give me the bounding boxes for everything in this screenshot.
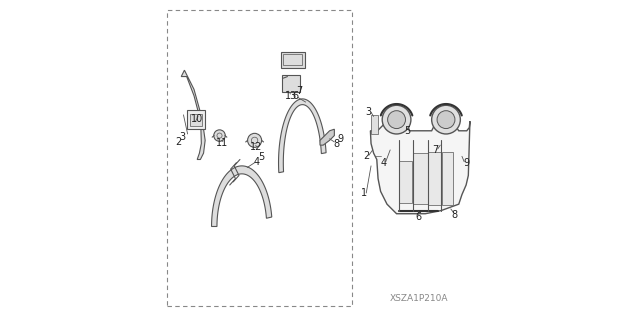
Text: 12: 12 bbox=[250, 142, 262, 152]
Text: 10: 10 bbox=[191, 114, 204, 124]
Text: 7: 7 bbox=[296, 86, 302, 96]
Text: 8: 8 bbox=[451, 210, 457, 220]
Text: 6: 6 bbox=[292, 91, 298, 101]
Text: 3: 3 bbox=[365, 107, 372, 117]
Text: 2: 2 bbox=[363, 151, 369, 161]
Polygon shape bbox=[212, 166, 272, 226]
Text: 2: 2 bbox=[175, 137, 181, 147]
Text: 3: 3 bbox=[179, 131, 185, 142]
Circle shape bbox=[382, 105, 411, 134]
FancyBboxPatch shape bbox=[442, 152, 453, 205]
Text: 1: 1 bbox=[361, 188, 367, 198]
Text: 5: 5 bbox=[258, 152, 264, 162]
FancyBboxPatch shape bbox=[428, 152, 441, 205]
Polygon shape bbox=[278, 99, 326, 173]
Text: XSZA1P210A: XSZA1P210A bbox=[390, 294, 448, 303]
Polygon shape bbox=[371, 112, 470, 214]
FancyBboxPatch shape bbox=[187, 110, 205, 129]
Polygon shape bbox=[320, 129, 334, 145]
FancyBboxPatch shape bbox=[281, 52, 305, 68]
Text: 8: 8 bbox=[333, 138, 339, 149]
Circle shape bbox=[437, 111, 455, 129]
Text: 4: 4 bbox=[381, 158, 387, 168]
Circle shape bbox=[431, 105, 460, 134]
FancyBboxPatch shape bbox=[282, 75, 300, 92]
Text: 9: 9 bbox=[337, 134, 343, 144]
Text: 11: 11 bbox=[216, 137, 228, 148]
Circle shape bbox=[248, 133, 262, 147]
Circle shape bbox=[388, 111, 406, 129]
FancyBboxPatch shape bbox=[399, 161, 412, 203]
FancyBboxPatch shape bbox=[413, 153, 428, 204]
Text: 5: 5 bbox=[404, 126, 411, 136]
Circle shape bbox=[214, 130, 225, 141]
Text: 7: 7 bbox=[433, 145, 438, 155]
FancyBboxPatch shape bbox=[371, 115, 378, 134]
Polygon shape bbox=[181, 70, 205, 160]
FancyBboxPatch shape bbox=[190, 114, 202, 126]
Text: 9: 9 bbox=[463, 158, 469, 168]
Text: 4: 4 bbox=[254, 157, 260, 167]
Text: 13: 13 bbox=[285, 91, 297, 101]
Text: 6: 6 bbox=[415, 212, 421, 222]
